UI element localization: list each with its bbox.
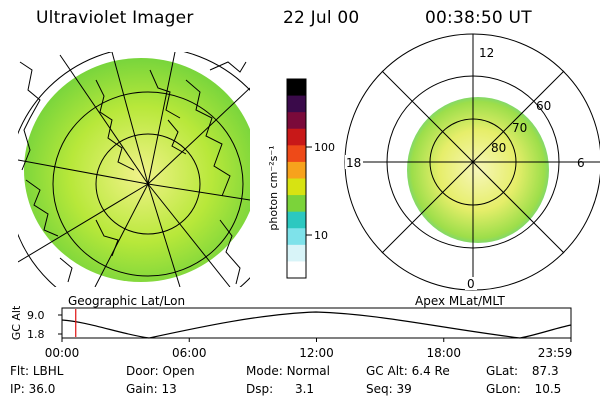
info-seq: Seq: 39 — [366, 382, 412, 396]
geo-lat-circle — [52, 91, 244, 277]
timeline-xtick-label: 23:59 — [538, 346, 573, 360]
timeline-ytick-label-1.8: 1.8 — [27, 328, 45, 341]
info-gain: Gain: 13 — [126, 382, 177, 396]
colorbar-tick-label-100: 100 — [314, 141, 335, 154]
seq-label: Seq: — [366, 382, 393, 396]
gcalt-label: GC Alt: — [366, 364, 408, 378]
colorbar-band — [287, 79, 306, 97]
flt-label: Flt: — [10, 364, 29, 378]
polar-mlt-line — [381, 70, 565, 254]
door-label: Door: — [126, 364, 159, 378]
door-value: Open — [162, 364, 195, 378]
colorbar-band — [287, 211, 306, 229]
colorbar-band — [287, 128, 306, 146]
polar-mlat-label-80: 80 — [491, 141, 506, 155]
polar-mlt-label-0: 0 — [467, 277, 475, 291]
glon-label: GLon: — [486, 382, 521, 396]
mode-value: Normal — [286, 364, 330, 378]
geographic-panel — [18, 52, 250, 287]
glon-value: 10.5 — [534, 382, 562, 396]
colorbar: 100 10 photon cm⁻²s⁻¹ — [267, 78, 335, 279]
colorbar-band — [287, 161, 306, 179]
timeline-ytick-label-9: 9.0 — [27, 309, 45, 322]
glat-label: GLat: — [486, 364, 519, 378]
ip-label: IP: — [10, 382, 25, 396]
gain-label: Gain: — [126, 382, 158, 396]
colorbar-tick-label-10: 10 — [314, 229, 328, 242]
geo-longitude-lines — [18, 52, 250, 287]
polar-auroral-image — [407, 97, 549, 243]
timeline-altitude-curve — [61, 311, 572, 339]
info-mode: Mode: Normal — [246, 364, 330, 378]
info-gcalt: GC Alt: 6.4 Re — [366, 364, 450, 378]
gain-value: 13 — [161, 382, 177, 396]
info-dsp: Dsp: 3.1 — [246, 382, 314, 396]
colorbar-band — [287, 244, 306, 262]
dsp-label: Dsp: — [246, 382, 274, 396]
dsp-value: 3.1 — [294, 382, 315, 396]
polar-panel-label: Apex MLat/MLT — [415, 294, 505, 308]
colorbar-band — [287, 228, 306, 246]
colorbar-band — [287, 95, 306, 113]
info-flt: Flt: LBHL — [10, 364, 63, 378]
mode-label: Mode: — [246, 364, 283, 378]
header-time: 00:38:50 UT — [425, 8, 532, 28]
info-ip: IP: 36.0 — [10, 382, 55, 396]
timeline-xtick-label: 00:00 — [45, 346, 80, 360]
ip-value: 36.0 — [28, 382, 56, 396]
info-door: Door: Open — [126, 364, 195, 378]
header-date: 22 Jul 00 — [283, 8, 360, 28]
flt-value: LBHL — [32, 364, 64, 378]
polar-mlat-label-60: 60 — [536, 99, 551, 113]
colorbar-band — [287, 178, 306, 196]
polar-mlt-label-18: 18 — [346, 156, 361, 170]
geo-coastlines — [19, 61, 247, 285]
timeline-xtick-label: 06:00 — [172, 346, 207, 360]
colorbar-band — [287, 261, 306, 279]
colorbar-unit-label: photon cm⁻²s⁻¹ — [267, 145, 280, 230]
info-glon: GLon: 10.5 — [486, 382, 561, 396]
page-title: Ultraviolet Imager — [36, 8, 194, 28]
polar-mlt-label-12: 12 — [479, 46, 494, 60]
polar-mlt-label-6: 6 — [577, 156, 585, 170]
geo-lat-circle — [95, 133, 201, 235]
glat-value: 87.3 — [531, 364, 559, 378]
colorbar-band — [287, 195, 306, 213]
timeline-y-axis-label: GC Alt — [10, 305, 23, 340]
colorbar-band — [287, 112, 306, 130]
orbit-timeline: 9.0 1.8 GC Alt 00:00 06:00 12:00 18:00 23:59 — [10, 305, 572, 360]
info-glat: GLat: 87.3 — [486, 364, 559, 378]
geo-panel-label: Geographic Lat/Lon — [68, 294, 185, 308]
colorbar-band — [287, 145, 306, 163]
polar-panel: 12 18 6 0 60 70 80 — [344, 33, 600, 291]
timeline-xtick-label: 18:00 — [426, 346, 461, 360]
geo-auroral-image — [24, 58, 250, 282]
seq-value: 39 — [396, 382, 412, 396]
gcalt-value: 6.4 Re — [411, 364, 450, 378]
polar-mlat-label-70: 70 — [512, 121, 527, 135]
timeline-xtick-label: 12:00 — [299, 346, 334, 360]
colorbar-frame — [286, 78, 307, 279]
